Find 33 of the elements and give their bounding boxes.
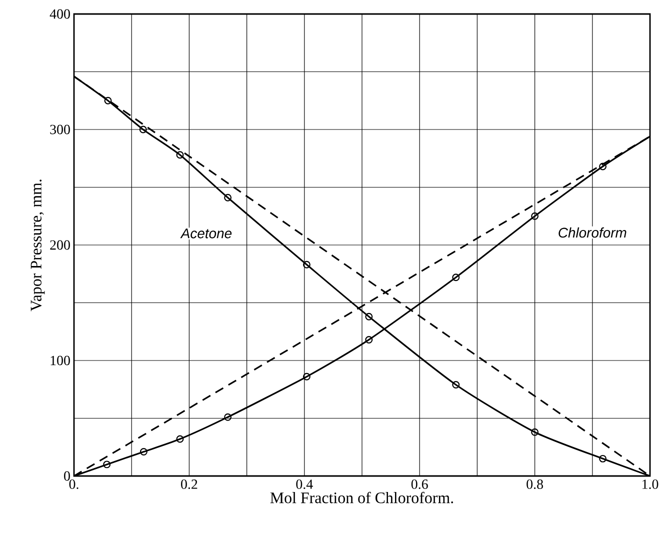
point bbox=[599, 454, 607, 462]
x-tick-label: 0.4 bbox=[296, 480, 313, 489]
point bbox=[104, 96, 112, 104]
y-tick-label: 100 bbox=[50, 356, 70, 366]
point bbox=[365, 336, 373, 344]
series-label: Chloroform bbox=[558, 227, 626, 238]
point bbox=[176, 435, 184, 443]
point bbox=[599, 162, 607, 170]
y-tick-label: 200 bbox=[50, 240, 70, 250]
point bbox=[103, 460, 111, 468]
x-tick-label: 0.8 bbox=[526, 480, 543, 489]
point bbox=[452, 274, 460, 282]
point bbox=[365, 312, 373, 320]
x-tick-label: 1.0 bbox=[642, 480, 658, 489]
x-tick-label: 0.2 bbox=[181, 480, 198, 489]
y-tick-label: 400 bbox=[50, 9, 70, 19]
y-axis-title: Vapor Pressure, mm. bbox=[30, 180, 45, 312]
point bbox=[176, 151, 184, 159]
point bbox=[302, 372, 310, 380]
x-tick-label: 0.6 bbox=[411, 480, 428, 489]
point bbox=[531, 428, 539, 436]
y-tick-label: 300 bbox=[50, 124, 70, 134]
point bbox=[140, 448, 148, 456]
point bbox=[531, 212, 539, 220]
x-axis-title: Mol Fraction of Chloroform. bbox=[270, 492, 454, 504]
point bbox=[452, 381, 460, 388]
y-tick-label: 0 bbox=[64, 471, 70, 481]
point bbox=[224, 194, 232, 202]
point bbox=[302, 260, 310, 268]
series-label: Acetone bbox=[180, 228, 232, 238]
point bbox=[224, 413, 232, 421]
point bbox=[139, 126, 147, 134]
x-tick-label: 0. bbox=[69, 480, 78, 489]
